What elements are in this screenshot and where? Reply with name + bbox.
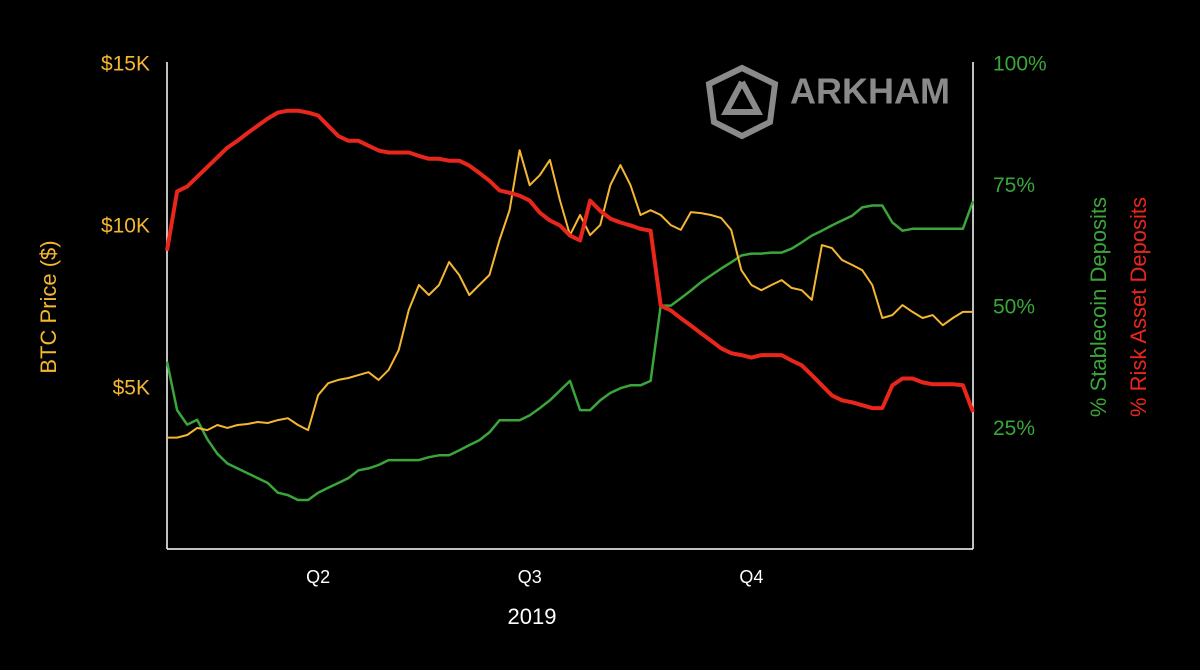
y2-tick-label: 75% [993, 174, 1035, 197]
logo [705, 64, 779, 140]
line-series [165, 200, 975, 502]
watermark: ARKHAM [790, 71, 950, 112]
logo-shape [705, 64, 779, 140]
y2-tick-label: 25% [993, 417, 1035, 440]
x-axis-label: 2019 [508, 604, 557, 629]
y-axis-label: BTC Price ($) [36, 240, 61, 373]
logo-shape [721, 80, 763, 115]
x-tick-label: Q2 [306, 567, 330, 587]
x-tick-label: Q4 [739, 567, 763, 587]
y2-axis-label: % Risk Asset Deposits [1126, 197, 1151, 417]
y-tick-label: $15K [101, 53, 150, 76]
line-series [165, 108, 975, 413]
y-tick-label: $10K [101, 215, 150, 238]
y2-tick-label: 100% [993, 53, 1047, 76]
y2-tick-label: 50% [993, 296, 1035, 319]
y-tick-label: $5K [113, 377, 150, 400]
x-tick-label: Q3 [518, 567, 542, 587]
y2-axis-label: % Stablecoin Deposits [1086, 197, 1111, 417]
